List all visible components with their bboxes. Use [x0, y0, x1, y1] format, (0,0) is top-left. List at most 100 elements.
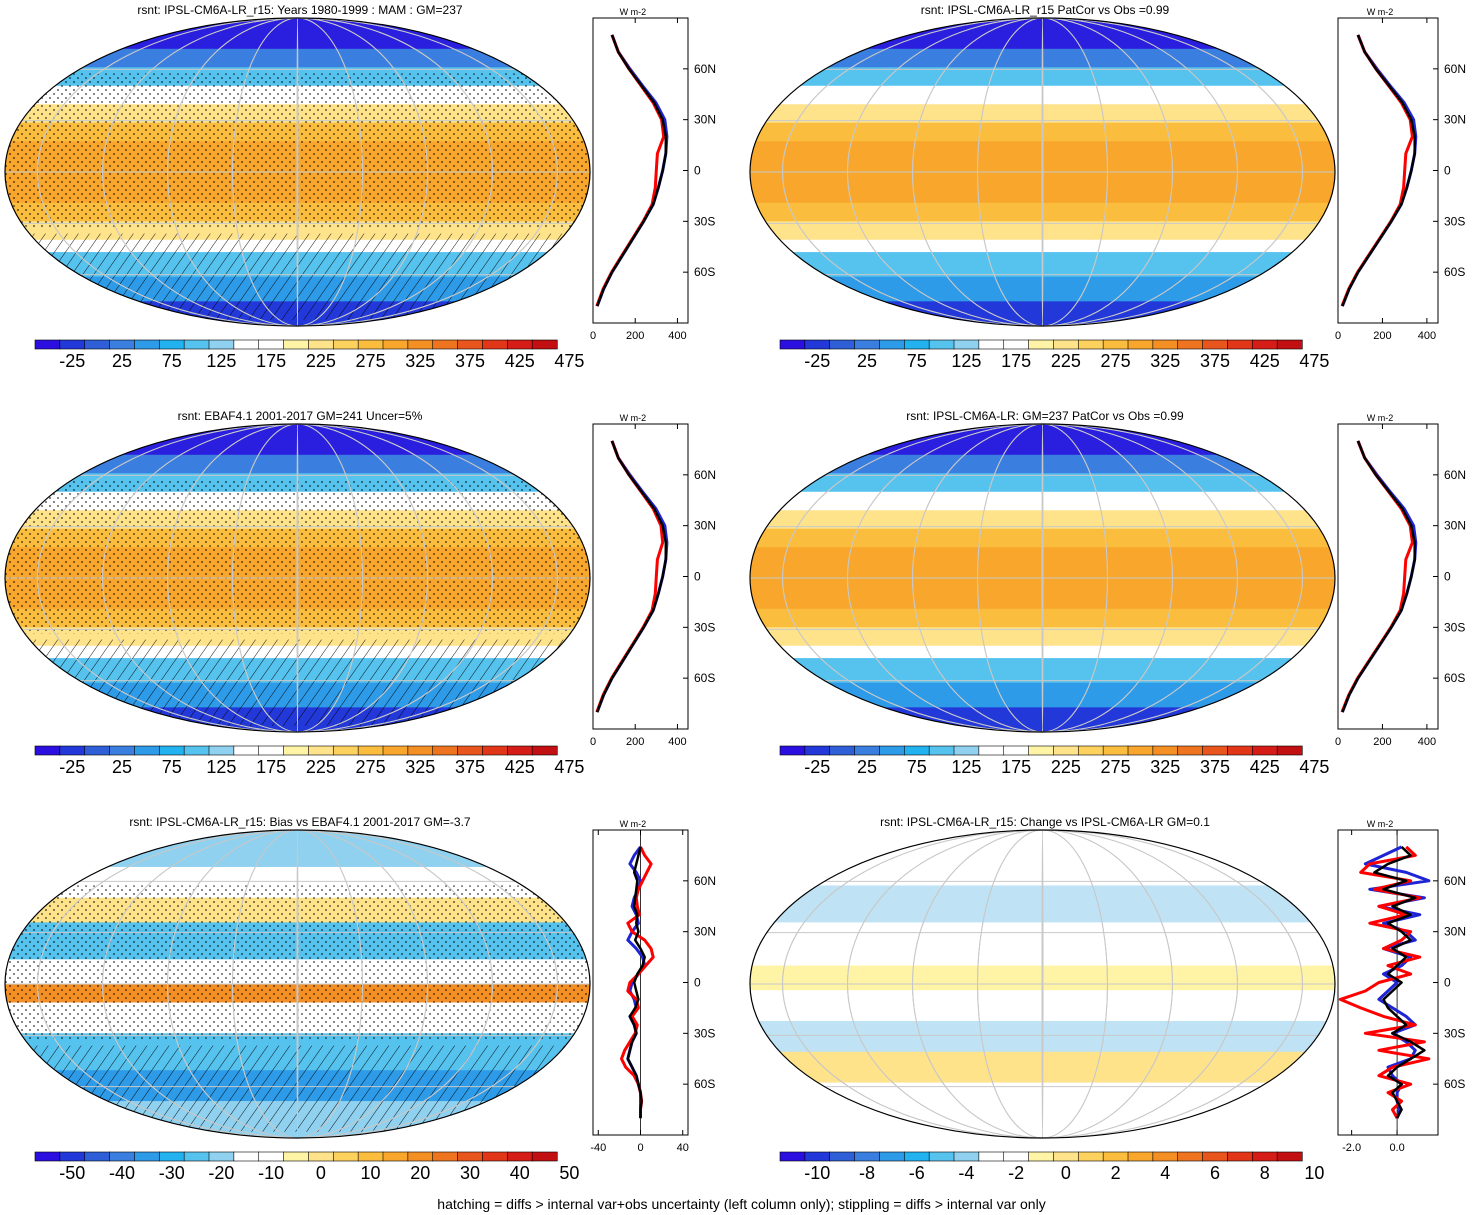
colorbar-swatch	[1028, 745, 1055, 756]
colorbar-1: -25 25 75 125 175 225 275 325 375 425 475	[34, 339, 584, 371]
y-tick-label: 30N	[1444, 519, 1466, 533]
colorbar-swatch	[332, 339, 359, 350]
x-tick-label: -40	[590, 1142, 606, 1154]
map-outline	[4, 17, 591, 327]
colorbar-label: -30	[159, 1163, 185, 1183]
colorbar-label: 375	[1200, 351, 1230, 371]
zonal-mean-plot-6: W m-2 60N 30N 0 30S 60S -2.0 0.0	[1337, 819, 1466, 1154]
colorbar-swatch	[1202, 1151, 1229, 1162]
colorbar-swatch	[1227, 339, 1253, 350]
colorbar-swatch	[84, 745, 111, 756]
colorbar-swatch	[1077, 1151, 1104, 1162]
y-tick-label: 30S	[1444, 1026, 1465, 1040]
y-tick-label: 0	[1444, 976, 1451, 990]
x-tick-label: -2.0	[1342, 1142, 1361, 1154]
zonal-plot-frame	[592, 423, 689, 730]
colorbar-swatch	[59, 1151, 86, 1162]
series-line-black	[1341, 34, 1416, 307]
zonal-mean-plot-2: W m-2 60N 30N 0 30S 60S 0 200 400	[1335, 7, 1466, 342]
colorbar-swatch	[59, 339, 86, 350]
colorbar-swatch	[829, 745, 856, 756]
colorbar-swatch	[34, 339, 61, 350]
y-tick-label: 60N	[1444, 874, 1466, 888]
x-tick-label: 40	[677, 1142, 689, 1154]
map-panel-1	[4, 17, 591, 327]
colorbar-label: 275	[1101, 351, 1131, 371]
map-panel-3	[4, 423, 591, 733]
zonal-mean-plot-3: W m-2 60N 30N 0 30S 60S 0 200 400	[590, 413, 716, 748]
colorbar-label: 425	[1250, 757, 1280, 777]
colorbar-label: 0	[1061, 1163, 1071, 1183]
x-tick-label: 400	[1418, 736, 1436, 748]
x-tick-label: 200	[626, 736, 644, 748]
colorbar-label: 475	[554, 757, 584, 777]
colorbar-label: 375	[455, 351, 485, 371]
colorbar-swatch	[1276, 745, 1303, 756]
colorbar-swatch	[158, 745, 185, 756]
colorbar-label: 275	[356, 757, 386, 777]
colorbar-swatch	[208, 745, 235, 756]
colorbar-swatch	[308, 339, 334, 350]
colorbar-swatch	[879, 339, 905, 350]
colorbar-swatch	[283, 745, 310, 756]
colorbar-swatch	[506, 745, 533, 756]
colorbar-swatch	[357, 1151, 384, 1162]
zonal-plot-frame	[592, 17, 689, 324]
y-tick-label: 30N	[1444, 925, 1466, 939]
colorbar-swatch	[233, 745, 260, 756]
colorbar-swatch	[382, 339, 409, 350]
y-tick-label: 60S	[694, 1077, 715, 1091]
colorbar-swatch	[1177, 339, 1204, 350]
graticule-meridian	[782, 830, 1303, 1138]
colorbar-label: 125	[951, 351, 981, 371]
colorbar-swatch	[158, 339, 185, 350]
colorbar-label: -25	[59, 351, 85, 371]
colorbar-label: 375	[455, 757, 485, 777]
graticule-meridian	[912, 830, 1173, 1138]
colorbar-swatch	[382, 745, 409, 756]
colorbar-swatch	[779, 745, 806, 756]
colorbar-swatch	[258, 1151, 285, 1162]
colorbar-swatch	[506, 1151, 533, 1162]
series-line-black	[626, 846, 646, 1119]
colorbar-swatch	[531, 339, 558, 350]
colorbar-label: 475	[1299, 757, 1329, 777]
map-panel-5	[4, 829, 591, 1139]
colorbar-swatch	[457, 745, 484, 756]
colorbar-5: -50 -40 -30 -20 -10 0 10 20 30 40 50	[34, 1151, 579, 1183]
colorbar-label: -50	[59, 1163, 85, 1183]
colorbar-swatch	[1053, 339, 1079, 350]
graticule-meridian	[102, 830, 493, 1138]
colorbar-swatch	[432, 339, 459, 350]
colorbar-swatch	[854, 1151, 881, 1162]
colorbar-swatch	[829, 339, 856, 350]
colorbar-swatch	[804, 745, 831, 756]
colorbar-swatch	[482, 1151, 508, 1162]
graticule-meridian	[912, 424, 1173, 732]
colorbar-label: 175	[1001, 351, 1031, 371]
colorbar-label: 275	[356, 351, 386, 371]
zonal-plot-frame	[1337, 423, 1439, 730]
colorbar-label: 125	[951, 757, 981, 777]
colorbar-swatch	[854, 745, 881, 756]
graticule-meridian	[782, 424, 1303, 732]
series-line-red	[620, 846, 655, 1119]
y-tick-label: 60S	[1444, 671, 1465, 685]
y-tick-label: 0	[1444, 570, 1451, 584]
colorbar-swatch	[233, 339, 260, 350]
graticule-meridian	[102, 18, 493, 326]
colorbar-swatch	[1202, 339, 1229, 350]
colorbar-swatch	[1276, 1151, 1303, 1162]
colorbar-label: 4	[1160, 1163, 1170, 1183]
x-tick-label: 0	[637, 1142, 643, 1154]
colorbar-swatch	[258, 339, 285, 350]
x-tick-label: 200	[1373, 736, 1391, 748]
colorbar-4: -25 25 75 125 175 225 275 325 375 425 475	[779, 745, 1329, 777]
colorbar-label: 75	[907, 757, 927, 777]
colorbar-label: 10	[1304, 1163, 1324, 1183]
graticule-meridian	[296, 830, 299, 1138]
graticule-meridian	[1041, 18, 1044, 326]
panel-title-4: rsnt: IPSL-CM6A-LR: GM=237 PatCor vs Obs…	[906, 409, 1184, 423]
graticule-meridian	[912, 18, 1173, 326]
x-tick-label: 400	[668, 330, 686, 342]
